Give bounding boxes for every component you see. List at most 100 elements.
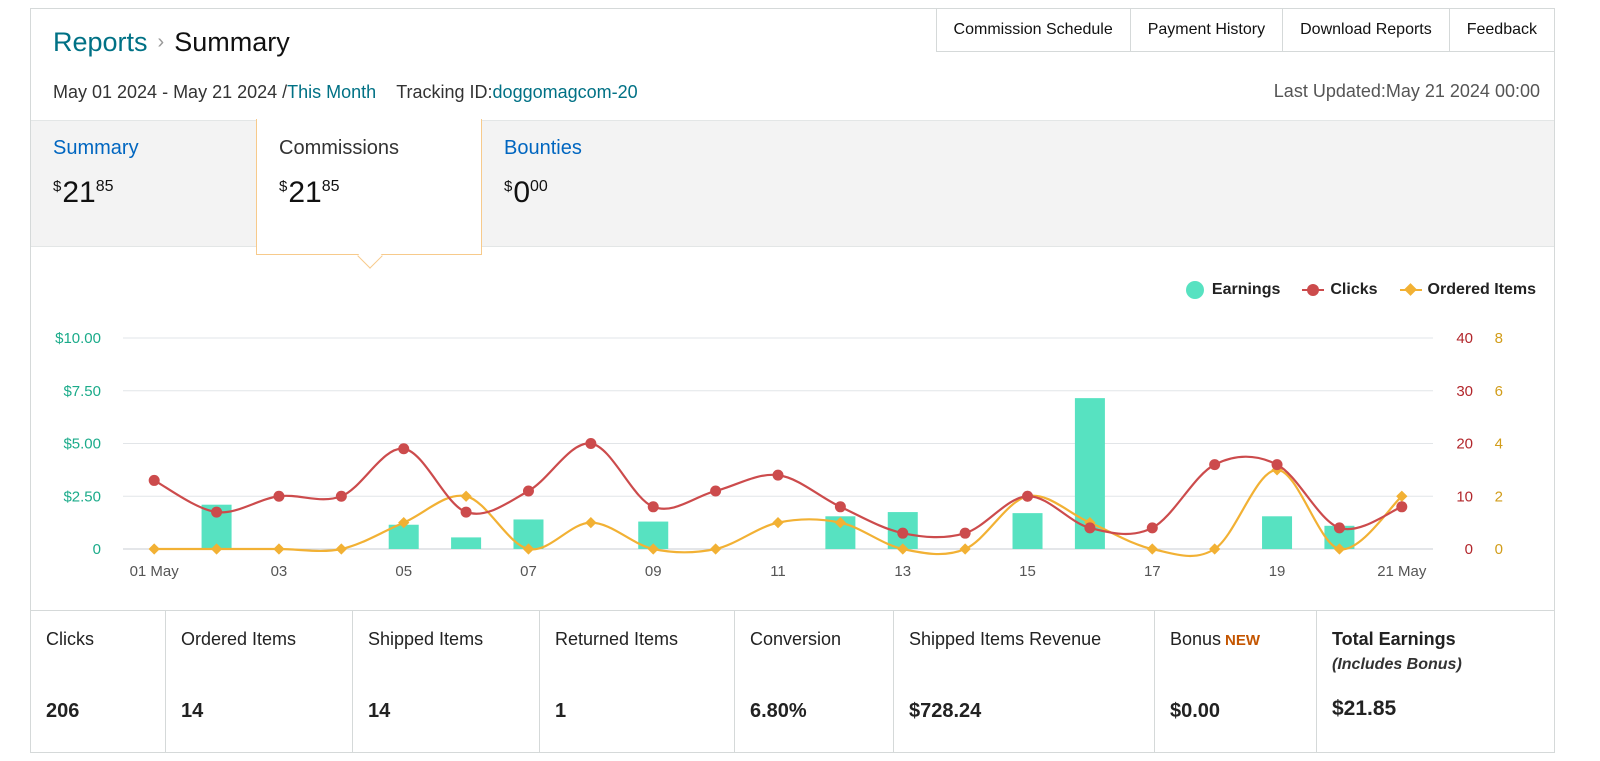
reports-panel: Reports › Summary Commission Schedule Pa…: [30, 8, 1555, 753]
stat-total-earnings: Total Earnings (Includes Bonus) $21.85: [1317, 611, 1554, 753]
tab-bounties-label: Bounties: [504, 137, 582, 159]
tab-summary[interactable]: Summary $ 21 85: [31, 121, 256, 248]
ordered-items-point: [398, 516, 410, 529]
chart-legend: Earnings Clicks Ordered Items: [1164, 281, 1536, 299]
clicks-line-icon: [1302, 283, 1325, 297]
stat-value: 14: [368, 700, 391, 722]
stat-clicks: Clicks 206: [31, 611, 166, 753]
legend-ordered-items[interactable]: Ordered Items: [1399, 281, 1536, 299]
amount-dollars: 21: [62, 176, 96, 209]
clicks-point: [1022, 490, 1034, 502]
clicks-axis-tick-label: 10: [1456, 488, 1473, 505]
clicks-point: [1271, 459, 1283, 471]
stat-label: Clicks: [46, 629, 94, 649]
page-title: Summary: [174, 27, 290, 57]
stats-row: Clicks 206 Ordered Items 14 Shipped Item…: [31, 610, 1554, 753]
x-axis-tick-label: 05: [395, 563, 412, 580]
clicks-line: [153, 442, 1403, 539]
ordered-items-point: [210, 543, 223, 555]
ordered-items-point: [460, 490, 472, 502]
amount-cents: 00: [530, 178, 548, 195]
tracking-label: Tracking ID:: [396, 82, 493, 102]
legend-earnings-label: Earnings: [1211, 281, 1281, 298]
tab-commissions[interactable]: Commissions $ 21 85: [256, 119, 482, 269]
stat-conversion: Conversion 6.80%: [735, 611, 894, 753]
ordered-axis-tick-label: 4: [1495, 436, 1503, 453]
x-axis-tick-label: 01 May: [130, 563, 180, 580]
legend-clicks[interactable]: Clicks: [1302, 281, 1378, 299]
earnings-chart: 0 0 0 $2.50 10 2 $5.00 20 4 $7.50 30 6 $10.00 40 8 01 M…: [31, 248, 1556, 611]
ordered-items-point: [522, 543, 535, 555]
payment-history-button[interactable]: Payment History: [1130, 9, 1284, 51]
clicks-point: [1084, 522, 1096, 534]
tab-commissions-amount: $ 21 85: [279, 176, 459, 210]
clicks-point: [1396, 501, 1408, 513]
stat-value: 14: [181, 700, 204, 722]
amount-cents: 85: [321, 178, 340, 195]
ordered-axis-tick-label: 6: [1495, 383, 1503, 400]
tab-summary-amount: $ 21 85: [53, 176, 234, 210]
feedback-button[interactable]: Feedback: [1449, 9, 1554, 51]
ordered-axis-tick-label: 0: [1495, 541, 1503, 558]
left-axis-tick-label: 0: [93, 541, 101, 558]
x-axis-tick-label: 17: [1144, 563, 1161, 580]
ordered-items-point: [647, 543, 659, 555]
clicks-point: [335, 490, 347, 502]
ordered-items-point: [1396, 490, 1408, 502]
clicks-axis-tick-label: 0: [1465, 541, 1473, 558]
clicks-point: [1333, 522, 1345, 534]
currency-symbol: $: [279, 178, 288, 195]
clicks-point: [647, 501, 659, 513]
tracking-id-link[interactable]: doggomagcom-20: [492, 82, 638, 102]
legend-ordered-label: Ordered Items: [1427, 281, 1536, 298]
ordered-items-point: [585, 516, 597, 529]
x-axis-tick-label: 09: [645, 563, 662, 580]
stat-ordered-items: Ordered Items 14: [166, 611, 353, 753]
tab-bounties[interactable]: Bounties $ 0 00: [482, 121, 707, 248]
ordered-items-point: [897, 543, 909, 555]
x-axis-tick-label: 19: [1269, 563, 1286, 580]
clicks-point: [1209, 459, 1221, 471]
ordered-items-point: [959, 543, 971, 555]
stat-sublabel: (Includes Bonus): [1332, 656, 1462, 673]
ordered-items-point: [335, 543, 347, 555]
tab-commissions-label: Commissions: [279, 137, 400, 159]
clicks-point: [959, 527, 971, 539]
breadcrumb-reports-link[interactable]: Reports: [53, 27, 148, 57]
date-row: May 01 2024 - May 21 2024 / This Month T…: [53, 82, 638, 103]
clicks-axis-tick-label: 20: [1456, 436, 1473, 453]
ordered-items-point: [1146, 543, 1158, 555]
clicks-point: [710, 485, 722, 497]
ordered-axis-tick-label: 2: [1495, 488, 1503, 505]
earnings-bar: [1012, 513, 1043, 549]
stat-value: 1: [555, 700, 567, 722]
ordered-items-point: [709, 543, 722, 555]
earnings-bar: [388, 524, 419, 549]
x-axis-tick-label: 21 May: [1377, 563, 1427, 580]
stat-returned-items: Returned Items 1: [540, 611, 735, 753]
legend-earnings[interactable]: Earnings: [1185, 281, 1281, 299]
clicks-point: [834, 501, 846, 513]
ordered-items-point: [148, 543, 160, 555]
stat-value: 206: [46, 700, 80, 722]
amount-dollars: 0: [513, 176, 531, 209]
amount-dollars: 21: [288, 176, 322, 209]
stat-label: Shipped Items: [368, 629, 484, 649]
left-axis-tick-label: $5.00: [63, 436, 101, 453]
earnings-tabs: Summary $ 21 85 Commissions $ 21 85 Boun…: [31, 119, 1554, 269]
bonus-label: Bonus: [1170, 629, 1222, 649]
tab-bounties-amount: $ 0 00: [504, 176, 685, 210]
stat-label: Conversion: [750, 629, 842, 649]
tab-summary-label: Summary: [53, 137, 139, 159]
stat-shipped-items: Shipped Items 14: [353, 611, 540, 753]
stat-label: Returned Items: [555, 629, 679, 649]
this-month-link[interactable]: This Month: [287, 82, 377, 102]
clicks-point: [211, 506, 223, 518]
download-reports-button[interactable]: Download Reports: [1283, 9, 1450, 51]
legend-clicks-label: Clicks: [1330, 281, 1378, 298]
x-axis-tick-label: 13: [894, 563, 911, 580]
ordered-items-point: [772, 516, 784, 529]
currency-symbol: $: [504, 178, 513, 195]
commission-schedule-button[interactable]: Commission Schedule: [936, 9, 1131, 51]
clicks-point: [273, 490, 285, 502]
